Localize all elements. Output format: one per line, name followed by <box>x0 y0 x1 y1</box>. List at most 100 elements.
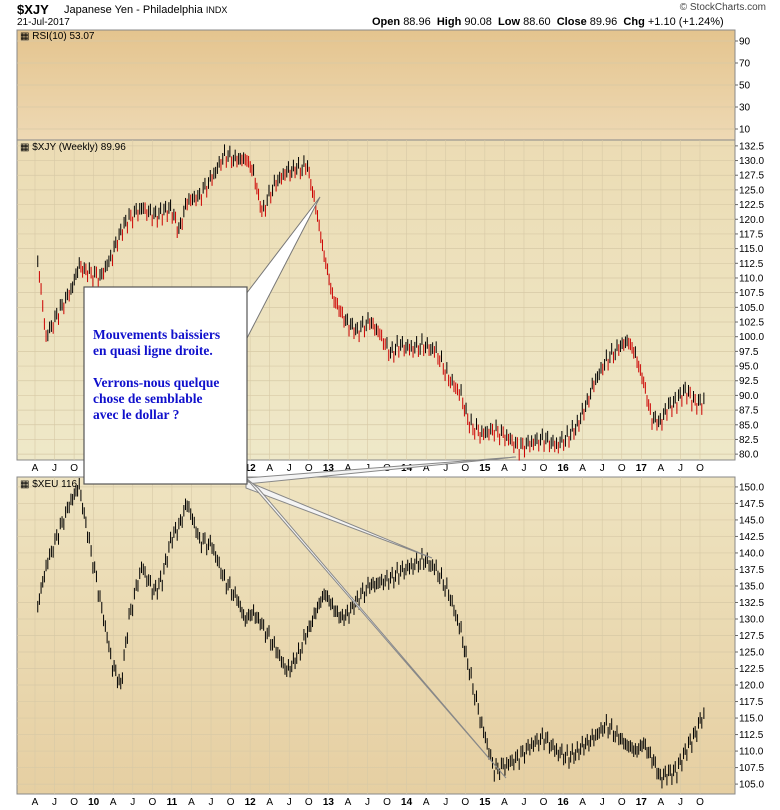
callout-text: Mouvements baissiers en quasi ligne droi… <box>93 327 243 423</box>
instrument-title: Japanese Yen - Philadelphia <box>64 4 203 16</box>
x-tick-label: A <box>345 797 352 808</box>
x-tick-label: O <box>618 797 626 808</box>
y-tick-label: 122.5 <box>739 200 764 211</box>
open-label: Open <box>372 16 401 28</box>
chg-label: Chg <box>623 16 645 28</box>
x-tick-label: O <box>305 463 313 474</box>
x-tick-label: A <box>188 797 195 808</box>
y-tick-label: 130.0 <box>739 614 764 625</box>
x-tick-label: J <box>287 797 292 808</box>
x-tick-label: O <box>696 463 704 474</box>
x-tick-label: J <box>130 797 135 808</box>
callout-line: en quasi ligne droite. <box>93 343 213 358</box>
y-tick-label: 135.0 <box>739 581 764 592</box>
y-tick-label: 85.0 <box>739 420 759 431</box>
x-tick-label: O <box>540 463 548 474</box>
axis-layer: 90 70 50 30 10 132.5 130.0 127.5 125.0 122.5 120.0… <box>32 37 765 809</box>
x-tick-label: 15 <box>479 797 491 808</box>
y-tick-label: 102.5 <box>739 318 764 329</box>
low-label: Low <box>498 16 521 28</box>
y-tick-label: 50 <box>739 81 751 92</box>
y-tick-label: 110.0 <box>739 747 764 758</box>
y-tick-label: 112.5 <box>739 259 764 270</box>
exchange: INDX <box>205 5 228 15</box>
y-tick-label: 117.5 <box>739 229 764 240</box>
y-tick-label: 115.0 <box>739 714 764 725</box>
high-label: High <box>436 16 462 28</box>
xjy-label: ▦ $XJY (Weekly) 89.96 <box>20 142 126 153</box>
x-tick-label: J <box>600 463 605 474</box>
y-tick-label: 105.0 <box>739 780 764 791</box>
x-tick-label: 16 <box>558 797 570 808</box>
x-tick-label: O <box>70 797 78 808</box>
callout-line: avec le dollar ? <box>93 407 180 422</box>
x-tick-label: A <box>32 463 39 474</box>
x-tick-label: O <box>461 463 469 474</box>
x-tick-label: J <box>443 797 448 808</box>
x-tick-label: 13 <box>323 463 335 474</box>
x-tick-label: O <box>618 463 626 474</box>
y-tick-label: 127.5 <box>739 171 764 182</box>
x-tick-label: J <box>52 463 57 474</box>
symbol: $XJY <box>17 2 49 17</box>
chg-value: +1.10 (+1.24%) <box>647 16 724 28</box>
x-tick-label: J <box>600 797 605 808</box>
y-tick-label: 30 <box>739 103 751 114</box>
x-tick-label: A <box>423 797 430 808</box>
rsi-label-text: RSI(10) 53.07 <box>32 31 95 42</box>
x-tick-label: A <box>266 463 273 474</box>
xeu-label-text: $XEU 116 <box>32 479 78 490</box>
x-tick-label: 12 <box>245 797 257 808</box>
y-tick-label: 145.0 <box>739 515 764 526</box>
y-tick-label: 120.0 <box>739 215 764 226</box>
y-tick-label: 87.5 <box>739 406 759 417</box>
x-tick-label: 17 <box>636 797 648 808</box>
x-tick-label: A <box>658 797 665 808</box>
x-tick-label: O <box>70 463 78 474</box>
y-tick-label: 132.5 <box>739 141 764 152</box>
y-tick-label: 105.0 <box>739 303 764 314</box>
x-tick-label: A <box>579 797 586 808</box>
x-tick-label: A <box>423 463 430 474</box>
x-tick-label: 14 <box>401 463 413 474</box>
high-value: 90.08 <box>464 16 492 28</box>
xeu-label: ▦ $XEU 116 <box>20 479 78 490</box>
chart-date: 21-Jul-2017 <box>17 17 70 28</box>
y-tick-label: 107.5 <box>739 288 764 299</box>
x-tick-label: O <box>227 797 235 808</box>
x-tick-label: O <box>540 797 548 808</box>
y-tick-label: 140.0 <box>739 548 764 559</box>
y-tick-label: 90.0 <box>739 391 759 402</box>
x-tick-label: 12 <box>245 463 257 474</box>
y-tick-label: 97.5 <box>739 347 759 358</box>
y-tick-label: 70 <box>739 59 751 70</box>
y-tick-label: 107.5 <box>739 763 764 774</box>
x-tick-label: J <box>52 797 57 808</box>
x-tick-label: J <box>521 797 526 808</box>
x-tick-label: O <box>148 797 156 808</box>
copyright: © StockCharts.com <box>679 2 766 13</box>
y-tick-label: 95.0 <box>739 362 759 373</box>
y-tick-label: 80.0 <box>739 450 759 461</box>
xjy-label-text: $XJY (Weekly) 89.96 <box>32 142 126 153</box>
y-tick-label: 82.5 <box>739 435 759 446</box>
y-tick-label: 117.5 <box>739 697 764 708</box>
y-tick-label: 110.0 <box>739 273 764 284</box>
x-tick-label: A <box>658 463 665 474</box>
x-tick-label: A <box>266 797 273 808</box>
x-tick-label: O <box>305 797 313 808</box>
y-tick-label: 115.0 <box>739 244 764 255</box>
ohlc-summary: Open 88.96 High 90.08 Low 88.60 Close 89… <box>372 16 724 28</box>
y-tick-label: 90 <box>739 37 751 48</box>
callout-line <box>93 359 243 375</box>
x-tick-label: J <box>365 797 370 808</box>
grid-layer <box>17 40 735 794</box>
series-layer <box>37 144 705 789</box>
x-tick-label: A <box>579 463 586 474</box>
y-tick-label: 92.5 <box>739 376 759 387</box>
open-value: 88.96 <box>403 16 431 28</box>
close-value: 89.96 <box>589 16 618 28</box>
callout <box>83 196 517 779</box>
y-tick-label: 137.5 <box>739 565 764 576</box>
